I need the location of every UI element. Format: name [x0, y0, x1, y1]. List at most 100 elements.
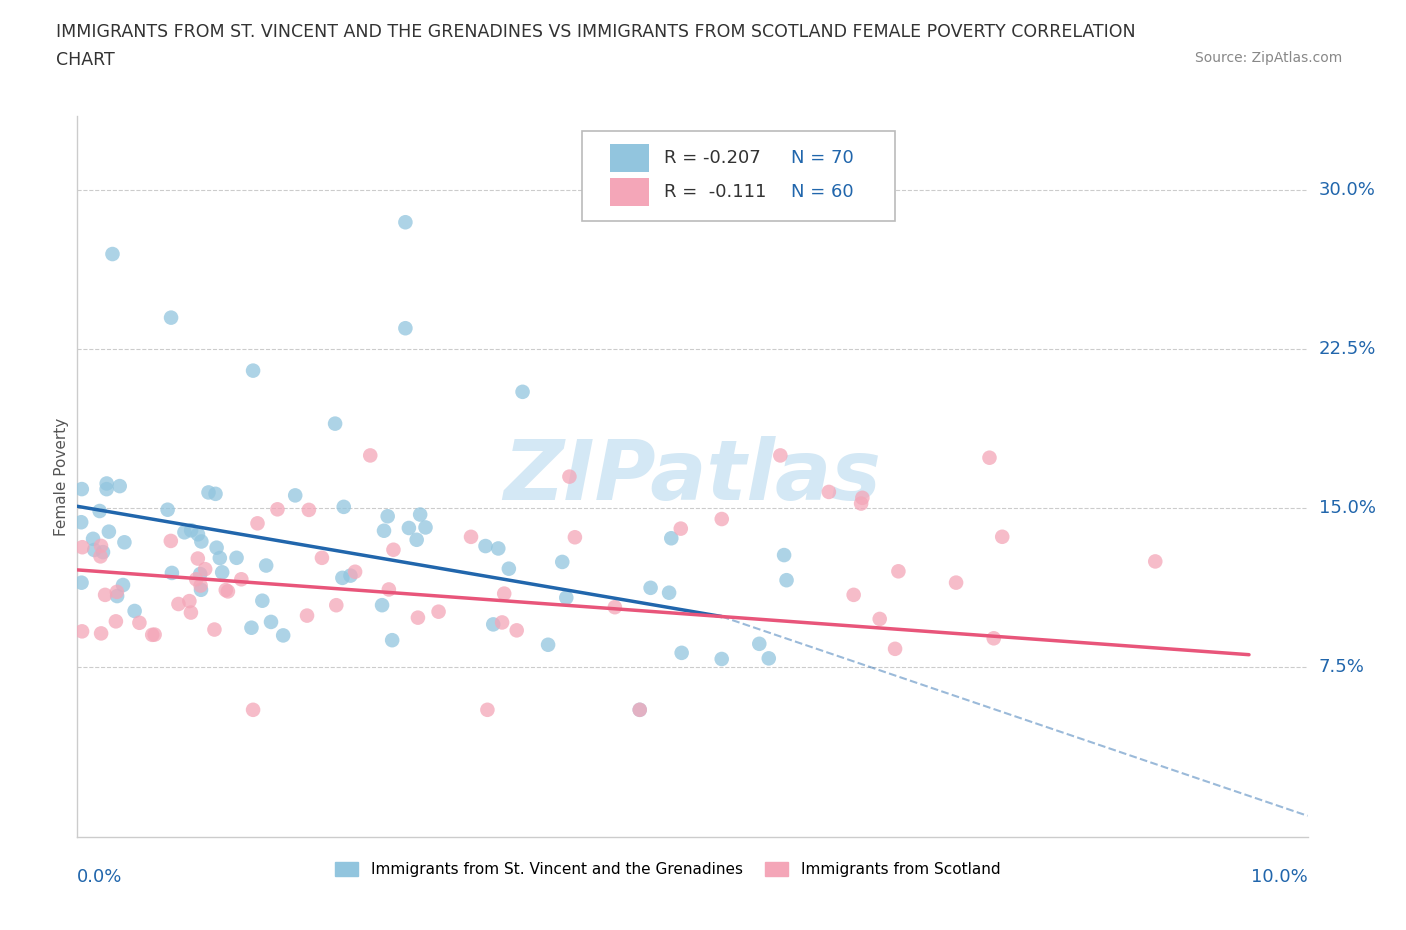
- Point: [460, 529, 482, 544]
- FancyBboxPatch shape: [610, 179, 650, 206]
- Point: [160, 565, 183, 580]
- Point: [359, 448, 381, 463]
- Text: ZIPatlas: ZIPatlas: [503, 436, 882, 517]
- Point: [156, 502, 179, 517]
- Point: [188, 566, 211, 581]
- Point: [339, 568, 361, 583]
- Point: [983, 631, 1005, 645]
- Point: [406, 610, 429, 625]
- Text: R = -0.207: R = -0.207: [664, 149, 761, 167]
- Point: [83, 542, 105, 557]
- Point: [141, 628, 163, 643]
- Point: [991, 529, 1014, 544]
- Point: [325, 598, 347, 613]
- Point: [671, 645, 693, 660]
- Point: [818, 485, 841, 499]
- Point: [246, 516, 269, 531]
- Point: [187, 551, 209, 566]
- Point: [658, 585, 681, 600]
- Point: [242, 702, 264, 717]
- Point: [332, 499, 354, 514]
- Point: [143, 627, 166, 642]
- Point: [758, 651, 780, 666]
- Point: [477, 702, 499, 717]
- Text: 22.5%: 22.5%: [1319, 340, 1376, 358]
- Point: [558, 470, 581, 485]
- Point: [710, 652, 733, 667]
- Point: [659, 531, 682, 546]
- Point: [773, 548, 796, 563]
- Point: [669, 521, 692, 536]
- Point: [603, 600, 626, 615]
- Text: Source: ZipAtlas.com: Source: ZipAtlas.com: [1195, 51, 1343, 65]
- Point: [190, 582, 212, 597]
- Point: [70, 624, 93, 639]
- Point: [180, 523, 202, 538]
- Text: 15.0%: 15.0%: [1319, 499, 1375, 517]
- Point: [89, 549, 111, 564]
- Point: [512, 384, 534, 399]
- Text: CHART: CHART: [56, 51, 115, 69]
- Point: [108, 479, 131, 494]
- Point: [82, 531, 104, 546]
- Point: [1144, 554, 1167, 569]
- Point: [187, 526, 209, 541]
- Point: [70, 482, 93, 497]
- Point: [710, 512, 733, 526]
- Point: [887, 564, 910, 578]
- Text: 7.5%: 7.5%: [1319, 658, 1365, 676]
- Point: [190, 578, 212, 593]
- FancyBboxPatch shape: [582, 130, 896, 220]
- Point: [628, 702, 651, 717]
- Point: [427, 604, 450, 619]
- Text: N = 60: N = 60: [792, 183, 853, 201]
- Point: [205, 540, 228, 555]
- Point: [842, 588, 865, 603]
- Point: [474, 538, 496, 553]
- Point: [105, 589, 128, 604]
- Point: [217, 584, 239, 599]
- Point: [111, 578, 134, 592]
- Point: [284, 488, 307, 503]
- Point: [70, 576, 93, 591]
- Point: [225, 551, 247, 565]
- Point: [945, 575, 967, 590]
- Point: [128, 616, 150, 631]
- Point: [101, 246, 124, 261]
- Point: [159, 534, 181, 549]
- Text: R =  -0.111: R = -0.111: [664, 183, 766, 201]
- Point: [112, 535, 135, 550]
- Point: [124, 604, 146, 618]
- Legend: Immigrants from St. Vincent and the Grenadines, Immigrants from Scotland: Immigrants from St. Vincent and the Gren…: [329, 857, 1007, 884]
- Point: [266, 502, 288, 517]
- Point: [332, 570, 354, 585]
- Point: [204, 486, 226, 501]
- Point: [94, 588, 117, 603]
- Point: [197, 485, 219, 499]
- Text: IMMIGRANTS FROM ST. VINCENT AND THE GRENADINES VS IMMIGRANTS FROM SCOTLAND FEMAL: IMMIGRANTS FROM ST. VINCENT AND THE GREN…: [56, 23, 1136, 41]
- Point: [242, 364, 264, 379]
- Point: [371, 598, 394, 613]
- Point: [884, 642, 907, 657]
- Point: [382, 542, 405, 557]
- Point: [167, 596, 190, 611]
- Text: 10.0%: 10.0%: [1251, 868, 1308, 885]
- Point: [486, 541, 509, 556]
- Point: [849, 496, 872, 511]
- Point: [208, 551, 231, 565]
- Point: [89, 503, 111, 518]
- Point: [498, 562, 520, 577]
- Point: [405, 532, 427, 547]
- Point: [311, 551, 333, 565]
- Point: [252, 593, 274, 608]
- Point: [415, 520, 437, 535]
- Point: [254, 558, 277, 573]
- Point: [180, 605, 202, 620]
- Point: [748, 636, 770, 651]
- Point: [373, 524, 395, 538]
- Point: [271, 628, 294, 643]
- Point: [72, 539, 94, 554]
- Point: [298, 502, 321, 517]
- Point: [775, 573, 797, 588]
- Point: [377, 509, 399, 524]
